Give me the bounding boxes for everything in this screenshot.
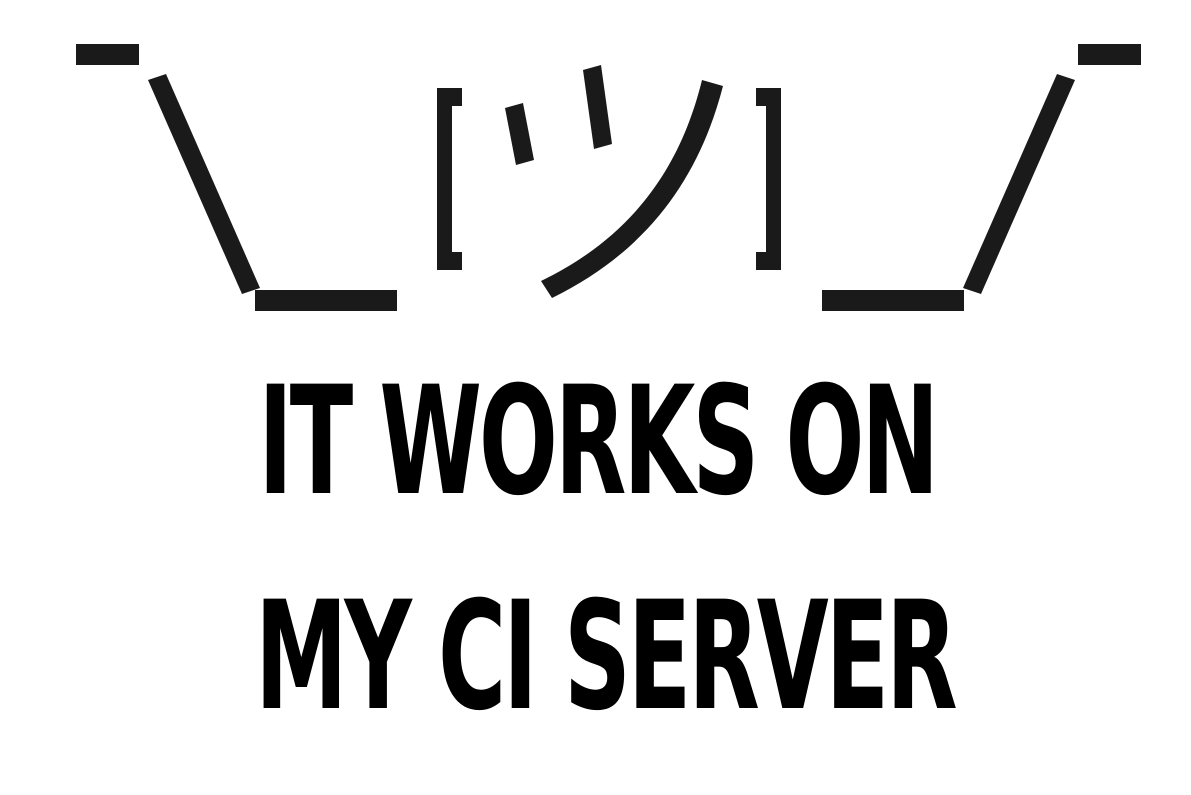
right-paren: [756, 88, 781, 270]
caption-line-2: MY CI SERVER: [255, 570, 958, 744]
tsu-dot-2: [583, 65, 612, 149]
caption-line-1: IT WORKS ON: [258, 355, 939, 529]
shrug-emoticon-icon: [76, 44, 1141, 311]
right-macron: [1078, 44, 1141, 65]
left-underscore: [255, 290, 397, 311]
right-underscore: [822, 290, 964, 311]
tsu-dot-1: [505, 103, 534, 165]
left-paren: [437, 88, 462, 270]
left-arm-backslash: [148, 74, 260, 294]
right-arm-slash: [963, 74, 1075, 294]
tsu-stroke: [541, 80, 723, 298]
left-macron: [76, 44, 139, 65]
